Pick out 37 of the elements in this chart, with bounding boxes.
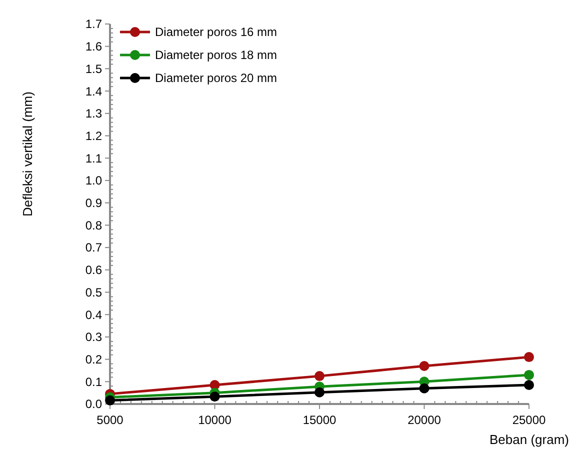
- point: [524, 352, 534, 362]
- y-tick-label: 1.6: [85, 40, 102, 54]
- point: [419, 383, 430, 394]
- y-tick-label: 1.1: [85, 151, 102, 166]
- y-tick-label: 0.6: [85, 263, 102, 278]
- point: [314, 387, 324, 398]
- y-tick-label: 1.0: [85, 174, 102, 188]
- x-tick-label: 10000: [198, 413, 232, 427]
- y-axis-title: Defleksi vertikal (mm): [20, 92, 35, 216]
- x-tick-label: 25000: [512, 413, 546, 427]
- y-tick-label: 1.4: [85, 84, 102, 98]
- legend-label: Diameter poros 18 mm: [155, 48, 278, 62]
- point: [210, 392, 220, 402]
- point: [419, 361, 430, 371]
- y-tick-label: 0.1: [85, 374, 102, 389]
- y-tick-label: 1.3: [85, 106, 102, 121]
- point: [314, 371, 324, 382]
- y-tick-label: 0.8: [85, 218, 102, 232]
- y-tick-label: 0.0: [85, 397, 102, 412]
- y-tick-label: 0.3: [85, 330, 102, 344]
- y-tick-label: 0.7: [85, 240, 102, 255]
- legend-label: Diameter poros 16 mm: [155, 25, 278, 40]
- y-tick-label: 1.7: [85, 17, 102, 32]
- x-tick-label: 5000: [96, 413, 124, 427]
- point: [524, 380, 534, 390]
- y-tick-label: 0.5: [85, 285, 102, 300]
- x-tick-label: 15000: [302, 413, 337, 427]
- y-tick-label: 0.9: [85, 196, 102, 210]
- legend-label: Diameter poros 20 mm: [155, 71, 278, 86]
- y-tick-label: 1.5: [85, 62, 102, 76]
- point: [105, 395, 115, 406]
- point: [524, 370, 534, 380]
- y-tick-label: 0.2: [85, 352, 102, 366]
- x-tick-label: 20000: [408, 413, 442, 427]
- y-tick-label: 0.4: [85, 308, 102, 322]
- y-tick-label: 1.2: [85, 128, 102, 143]
- x-axis-title: Beban (gram): [490, 432, 569, 447]
